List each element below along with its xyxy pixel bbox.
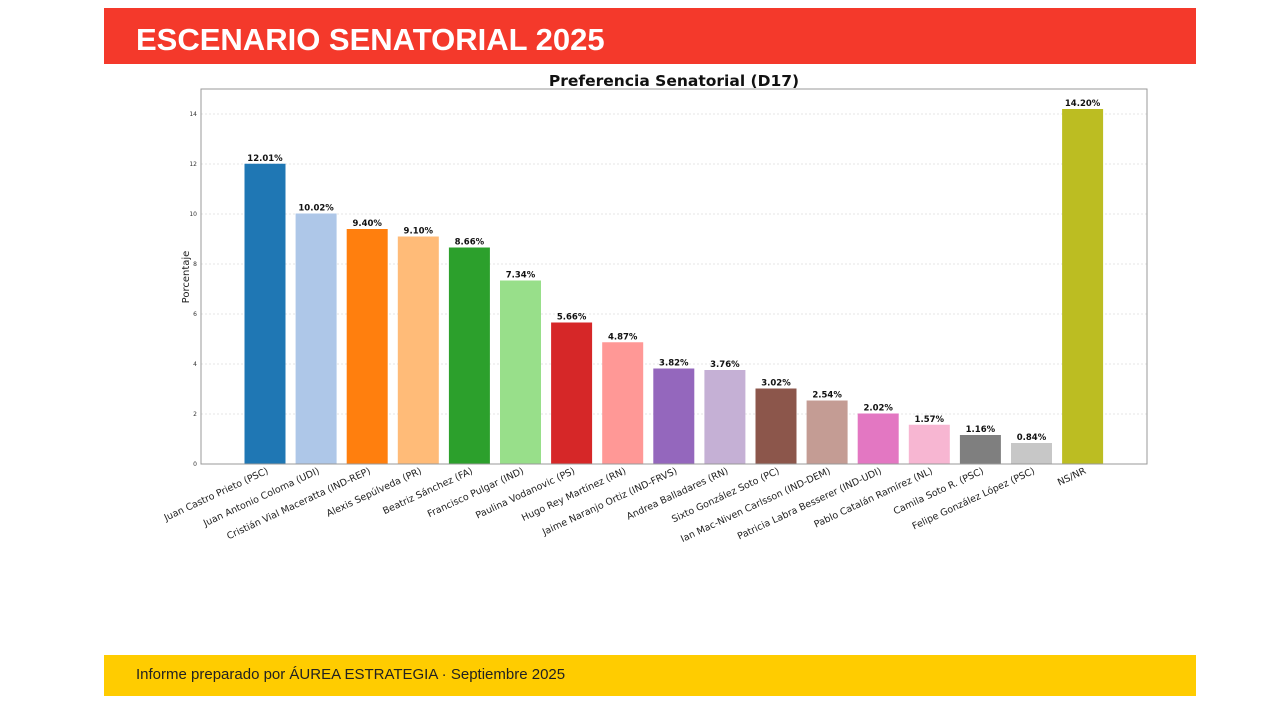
bar [448,247,490,464]
bar [551,322,593,464]
data-label: 14.20% [1065,99,1101,109]
footer-text: Informe preparado por ÁUREA ESTRATEGIA ·… [136,666,566,683]
bar [346,229,388,464]
x-tick-label: NS/NR [1056,466,1088,489]
data-label: 9.40% [352,219,382,229]
bar [806,400,848,464]
data-label: 4.87% [608,332,638,342]
bar [704,370,746,464]
data-label: 1.16% [966,425,996,435]
plot-frame [200,88,1148,465]
y-axis-label: Porcentaje [181,251,192,304]
y-tick-label: 8 [193,261,197,268]
bar [755,388,797,464]
y-tick-label: 14 [189,111,197,118]
y-tick-label: 10 [189,211,197,218]
data-label: 12.01% [247,154,283,164]
header-banner: ESCENARIO SENATORIAL 2025 [104,8,1196,64]
y-tick-label: 4 [193,361,197,368]
bar [1011,443,1052,464]
bar [602,342,644,464]
bar [295,213,337,464]
data-label: 1.57% [915,415,945,425]
y-tick-label: 2 [193,411,197,418]
data-label: 3.76% [710,360,740,370]
data-label: 3.02% [761,379,791,389]
bar [653,368,695,464]
bar [1062,109,1104,464]
bar [959,435,1001,464]
footer-banner: Informe preparado por ÁUREA ESTRATEGIA ·… [104,655,1196,696]
data-label: 2.54% [812,391,842,401]
bar [857,413,899,464]
bar [397,236,439,464]
y-tick-label: 0 [193,461,197,468]
data-label: 10.02% [298,204,334,214]
bar [244,163,286,464]
x-tick-label: Alexis Sepúlveda (PR) [325,466,424,520]
data-label: 5.66% [557,313,587,323]
page-title: ESCENARIO SENATORIAL 2025 [136,22,605,57]
data-label: 9.10% [404,227,434,237]
data-label: 2.02% [863,404,893,414]
data-label: 3.82% [659,359,689,369]
bar [908,424,950,464]
data-label: 7.34% [506,271,536,281]
data-label: 0.84% [1017,433,1047,443]
y-tick-label: 6 [193,311,197,318]
y-tick-label: 12 [189,161,197,168]
bar [500,280,541,464]
data-label: 8.66% [455,238,485,248]
chart-title: Preferencia Senatorial (D17) [549,72,799,90]
